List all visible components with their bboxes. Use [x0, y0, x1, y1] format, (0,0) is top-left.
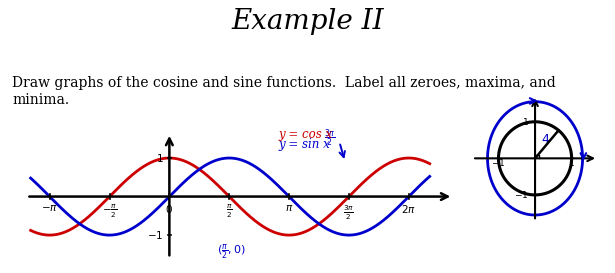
- Text: $\frac{\pi}{2}$: $\frac{\pi}{2}$: [226, 203, 232, 220]
- Text: y = sin x: y = sin x: [278, 138, 330, 151]
- Text: y = cos x: y = cos x: [278, 127, 332, 141]
- Text: $4$: $4$: [541, 133, 550, 146]
- Text: $-1$: $-1$: [514, 189, 528, 200]
- Text: $\frac{3\pi}{2}$: $\frac{3\pi}{2}$: [343, 203, 354, 222]
- Text: $-\pi$: $-\pi$: [41, 203, 58, 213]
- Text: Draw graphs of the cosine and sine functions.  Label all zeroes, maxima, and
min: Draw graphs of the cosine and sine funct…: [12, 76, 556, 107]
- Text: $\pi$: $\pi$: [285, 203, 293, 213]
- Text: $-1$: $-1$: [148, 229, 164, 241]
- Text: $1$: $1$: [568, 158, 575, 168]
- Text: $\frac{3\pi}{2}$: $\frac{3\pi}{2}$: [324, 127, 336, 149]
- Text: $-\frac{\pi}{2}$: $-\frac{\pi}{2}$: [102, 203, 117, 220]
- Text: $1$: $1$: [522, 116, 528, 127]
- Text: $1$: $1$: [156, 152, 164, 164]
- Text: $-1$: $-1$: [491, 158, 506, 168]
- Text: $(\frac{\pi}{2},0)$: $(\frac{\pi}{2},0)$: [216, 242, 245, 261]
- Text: $2\pi$: $2\pi$: [401, 203, 416, 215]
- Text: $0$: $0$: [165, 203, 173, 215]
- Text: Example II: Example II: [231, 8, 384, 35]
